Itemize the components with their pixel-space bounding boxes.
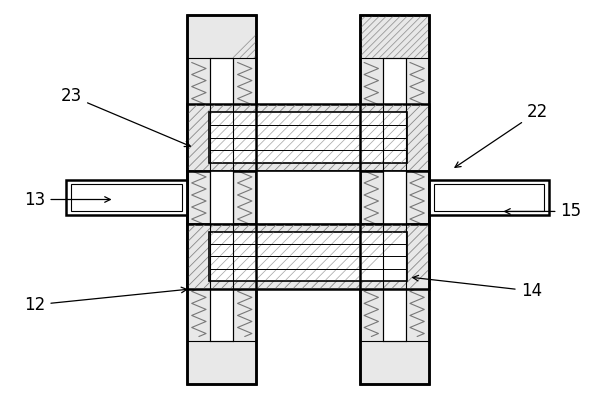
Bar <box>434 184 544 211</box>
Bar <box>66 180 188 215</box>
Bar <box>256 171 360 224</box>
Bar <box>209 232 407 281</box>
Text: 23: 23 <box>61 87 190 146</box>
Text: 13: 13 <box>24 190 110 209</box>
Bar <box>360 15 429 384</box>
Bar <box>383 171 406 224</box>
Bar <box>429 180 549 215</box>
Bar <box>209 112 407 163</box>
Bar <box>210 171 233 224</box>
Text: 15: 15 <box>505 202 582 220</box>
Text: 22: 22 <box>455 103 548 167</box>
Bar <box>210 59 233 340</box>
Text: 12: 12 <box>24 287 187 314</box>
Bar <box>188 15 256 384</box>
Bar <box>71 184 183 211</box>
Bar <box>360 15 429 384</box>
Bar <box>188 15 256 384</box>
Bar <box>188 104 429 171</box>
Bar <box>383 59 406 340</box>
Bar <box>188 224 429 289</box>
Text: 14: 14 <box>413 275 542 300</box>
